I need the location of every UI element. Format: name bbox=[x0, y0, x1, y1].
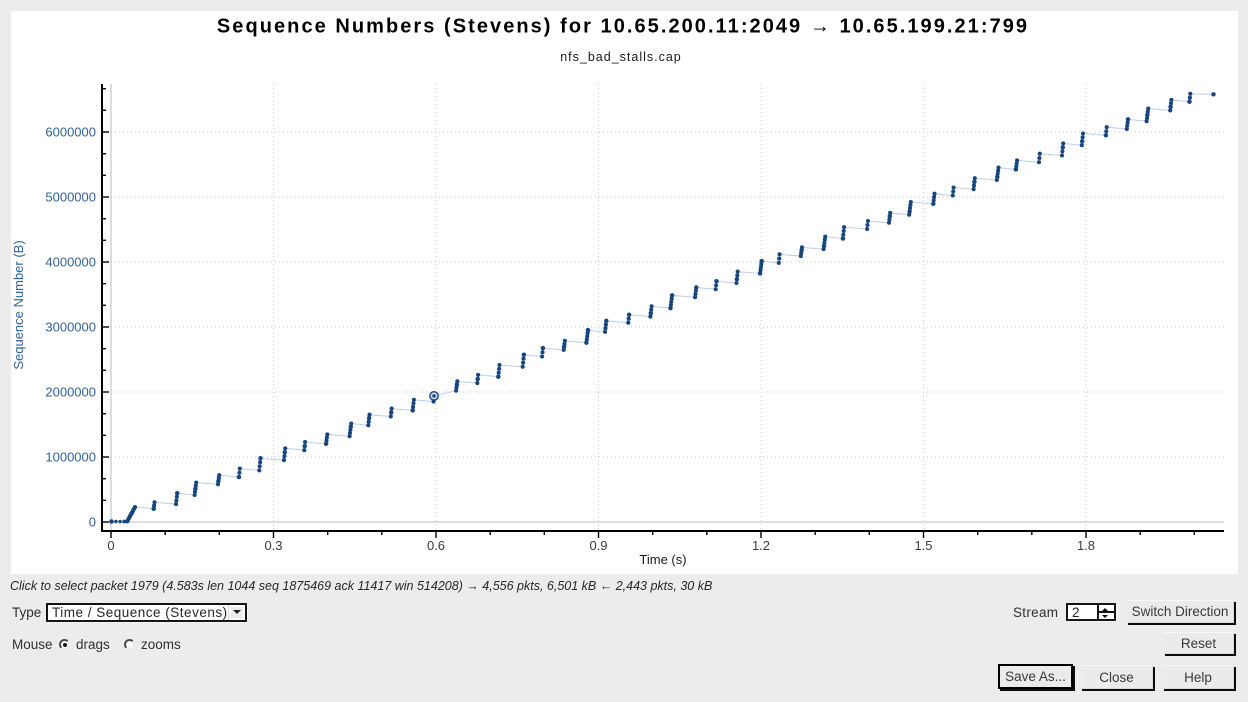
svg-text:1.5: 1.5 bbox=[914, 538, 932, 553]
svg-text:0.6: 0.6 bbox=[427, 538, 445, 553]
svg-text:2000000: 2000000 bbox=[45, 385, 96, 400]
svg-text:Sequence Numbers (Stevens) for: Sequence Numbers (Stevens) for 10.65.200… bbox=[217, 16, 1029, 38]
svg-text:0.9: 0.9 bbox=[589, 538, 607, 553]
svg-text:5000000: 5000000 bbox=[45, 190, 96, 205]
svg-text:1000000: 1000000 bbox=[45, 450, 96, 465]
svg-text:0: 0 bbox=[107, 538, 114, 553]
svg-text:1.2: 1.2 bbox=[752, 538, 770, 553]
svg-text:nfs_bad_stalls.cap: nfs_bad_stalls.cap bbox=[560, 50, 682, 64]
svg-text:Sequence Number (B): Sequence Number (B) bbox=[11, 240, 26, 369]
svg-text:0: 0 bbox=[89, 515, 96, 530]
svg-text:0.3: 0.3 bbox=[264, 538, 282, 553]
svg-text:1.8: 1.8 bbox=[1077, 538, 1095, 553]
svg-text:6000000: 6000000 bbox=[45, 125, 96, 140]
svg-text:4000000: 4000000 bbox=[45, 255, 96, 270]
svg-text:3000000: 3000000 bbox=[45, 320, 96, 335]
svg-text:Time (s): Time (s) bbox=[639, 552, 686, 567]
